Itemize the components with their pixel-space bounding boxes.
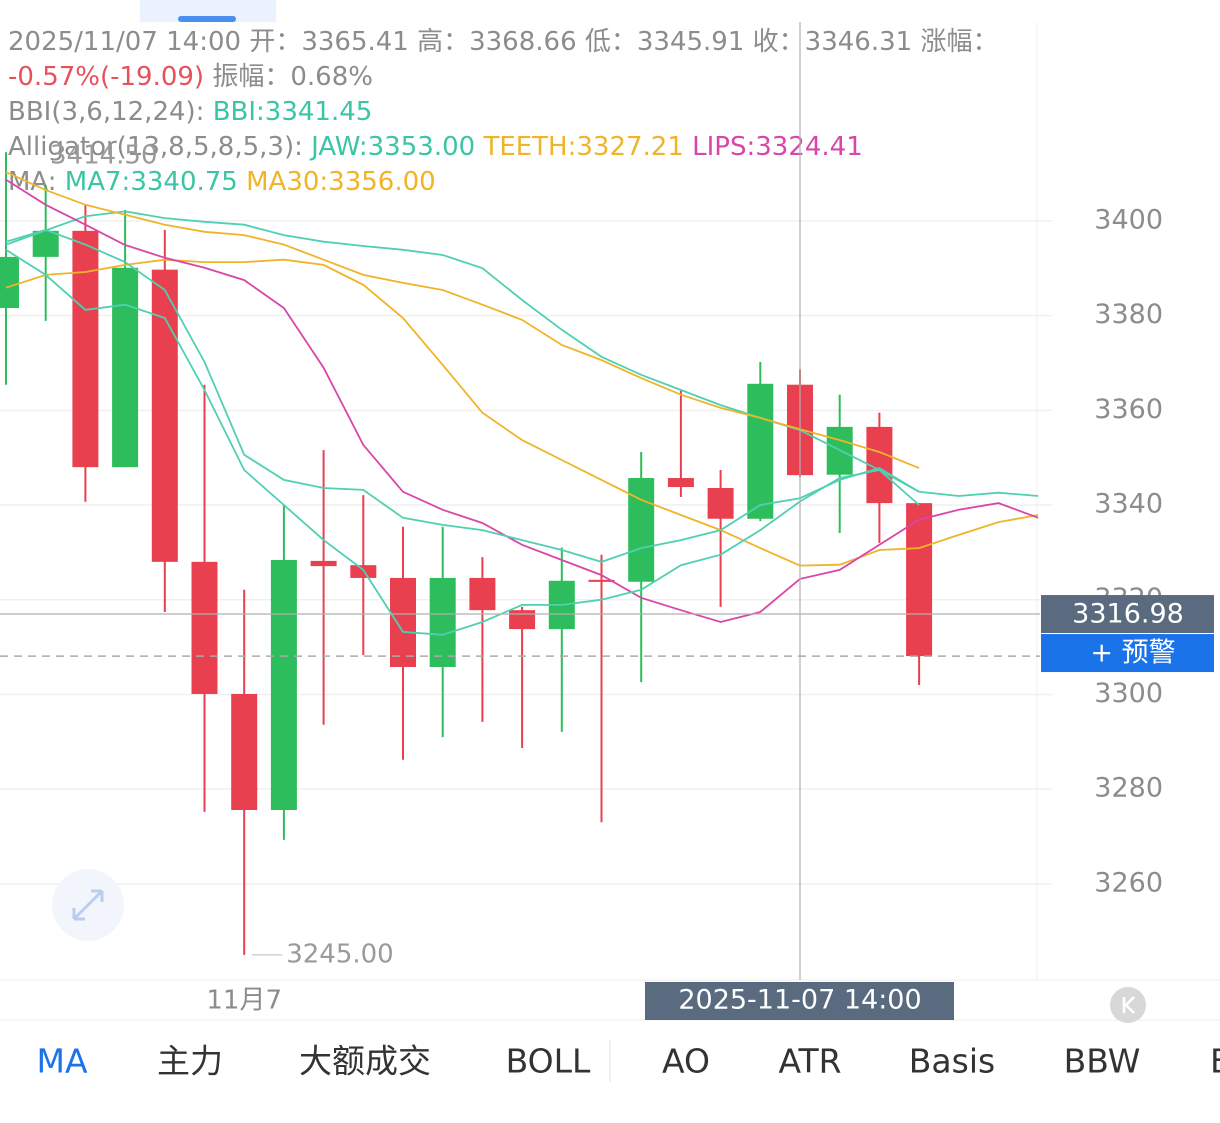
y-tick-label: 3260 (1094, 867, 1163, 898)
candle-body (310, 560, 337, 567)
y-tick-label: 3380 (1094, 299, 1163, 330)
alert-button[interactable] (1041, 634, 1214, 673)
candle-body (112, 267, 139, 468)
plot: 326032803300332033403360338034002025/11/… (0, 22, 1214, 1020)
indicator-tab[interactable]: 大额成交 (299, 1042, 431, 1081)
crosshair-time-box (645, 982, 954, 1020)
y-tick-label: 3280 (1094, 773, 1163, 804)
crosshair-price: 3316.98 (1072, 599, 1184, 630)
top-tab-indicator (178, 16, 236, 22)
y-tick-label: 3340 (1094, 489, 1163, 520)
y-tick-label: 3360 (1094, 394, 1163, 425)
indicator-line (5, 171, 920, 469)
header-item: -0.57%(-19.09) (8, 62, 204, 92)
candle-body (509, 610, 536, 630)
candle-body (429, 577, 456, 667)
header-line: BBI(3,6,12,24): BBI:3341.45 (8, 97, 372, 127)
y-tick-label: 3400 (1094, 204, 1163, 235)
candle-body (270, 559, 297, 810)
indicator-tab[interactable]: 主力 (157, 1042, 223, 1081)
header-item: BBI:3341.45 (213, 97, 373, 127)
header-item: LIPS:3324.41 (692, 132, 863, 162)
y-tick-label: 3300 (1094, 678, 1163, 709)
candle-body (32, 230, 59, 257)
candle-body (231, 693, 258, 810)
header-item: 振幅：0.68% (204, 62, 373, 92)
tab-bar: MA 主力 大额成交 BOLL AO ATR Basis BBW B (36, 1042, 1220, 1081)
header-item: Alligator(13,8,5,8,5,3): (8, 132, 311, 162)
indicator-tab[interactable]: B (1210, 1042, 1220, 1081)
header-line: -0.57%(-19.09) 振幅：0.68% (8, 62, 373, 92)
expand-icon (72, 889, 104, 921)
crosshair-time: 2025-11-07 14:00 (678, 985, 921, 1016)
indicator-line (5, 249, 920, 636)
low-label: 3245.00 (286, 939, 394, 969)
high-label: 3414.50 (50, 141, 158, 171)
alert-button-label: + 预警 (1090, 638, 1175, 669)
header-item: BBI(3,6,12,24): (8, 97, 213, 127)
candle-body (151, 269, 178, 562)
header-item: MA30:3356.00 (246, 167, 436, 197)
candle-body (390, 577, 416, 667)
indicator-tab[interactable]: BOLL (506, 1042, 591, 1081)
header-item: JAW:3353.00 (309, 132, 483, 162)
candle-body (72, 230, 99, 468)
indicator-line (5, 178, 1039, 623)
indicator-tab[interactable]: AO (662, 1042, 710, 1081)
header-line: MA: MA7:3340.75 MA30:3356.00 (8, 167, 436, 197)
crosshair-price-box (1041, 595, 1214, 634)
header-item: TEETH:3327.21 (482, 132, 692, 162)
x-tick-label: 11月7 (206, 986, 282, 1016)
candle-body (628, 478, 655, 582)
candle-body (588, 579, 615, 582)
header-line: 2025/11/07 14:00 开：3365.41 高：3368.66 低：3… (8, 27, 998, 57)
candle-body (747, 383, 774, 519)
back-latest-icon (1122, 996, 1135, 1014)
candle-body (191, 561, 218, 694)
header-item: MA7:3340.75 (65, 167, 246, 197)
indicator-tab[interactable]: ATR (778, 1042, 841, 1081)
header-line: Alligator(13,8,5,8,5,3): JAW:3353.00 TEE… (8, 132, 863, 162)
indicator-line (5, 210, 1039, 497)
indicator-tab[interactable]: BBW (1064, 1042, 1141, 1081)
candle-body (906, 503, 933, 657)
candle-body (667, 478, 694, 488)
header-item: 2025/11/07 14:00 开：3365.41 高：3368.66 低：3… (8, 27, 998, 57)
header-item: MA: (8, 167, 65, 197)
candle-body (707, 487, 734, 519)
top-tab[interactable] (140, 0, 276, 22)
indicator-tab[interactable]: MA (36, 1042, 87, 1081)
indicator-tab[interactable]: Basis (909, 1042, 995, 1081)
indicator-line (5, 228, 920, 563)
candle-body (469, 577, 496, 611)
back-latest-button[interactable] (1110, 987, 1146, 1023)
candle-body (0, 256, 19, 309)
